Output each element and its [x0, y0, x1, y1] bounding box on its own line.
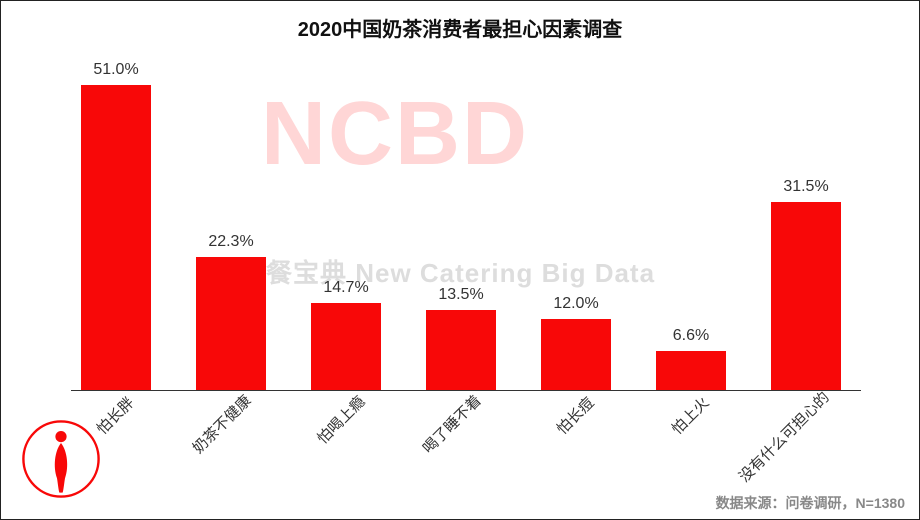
bar-value-label: 13.5%	[438, 286, 483, 304]
bar-slot: 22.3%奶茶不健康	[196, 257, 266, 391]
person-icon	[21, 419, 101, 499]
bar	[541, 319, 611, 391]
bar	[656, 351, 726, 391]
bar-slot: 14.7%怕喝上瘾	[311, 303, 381, 391]
icon-head	[55, 431, 66, 442]
bar-value-label: 31.5%	[783, 178, 828, 196]
bar-slot: 6.6%怕上火	[656, 351, 726, 391]
bar-value-label: 22.3%	[208, 233, 253, 251]
bar	[196, 257, 266, 391]
data-source: 数据来源：问卷调研，N=1380	[716, 493, 905, 513]
bar-category-label: 奶茶不健康	[188, 390, 256, 458]
bar-category-label: 怕喝上瘾	[312, 391, 369, 448]
bar-category-label: 没有什么可担心的	[734, 387, 834, 487]
bar-category-label: 喝了睡不着	[418, 390, 486, 458]
bar-slot: 13.5%喝了睡不着	[426, 310, 496, 391]
bar-slot: 51.0%怕长胖	[81, 85, 151, 391]
bar	[771, 202, 841, 391]
chart-title: 2020中国奶茶消费者最担心因素调查	[1, 13, 919, 42]
bar-value-label: 12.0%	[553, 295, 598, 313]
bar-slot: 31.5%没有什么可担心的	[771, 202, 841, 391]
bar	[311, 303, 381, 391]
bar-category-label: 怕长痘	[552, 392, 599, 439]
bar	[426, 310, 496, 391]
bar-value-label: 51.0%	[93, 61, 138, 79]
bar-chart: 51.0%怕长胖 22.3%奶茶不健康 14.7%怕喝上瘾 13.5%喝了睡不着 12.…	[71, 61, 861, 391]
bar-value-label: 14.7%	[323, 279, 368, 297]
bar	[81, 85, 151, 391]
bars-container: 51.0%怕长胖 22.3%奶茶不健康 14.7%怕喝上瘾 13.5%喝了睡不着 12.…	[71, 61, 861, 391]
bar-slot: 12.0%怕长痘	[541, 319, 611, 391]
x-axis-baseline	[71, 390, 861, 391]
bar-category-label: 怕上火	[667, 392, 714, 439]
chart-frame: 2020中国奶茶消费者最担心因素调查 NCBD 餐宝典 New Catering…	[0, 0, 920, 520]
bar-value-label: 6.6%	[673, 327, 709, 345]
icon-body	[55, 443, 67, 493]
